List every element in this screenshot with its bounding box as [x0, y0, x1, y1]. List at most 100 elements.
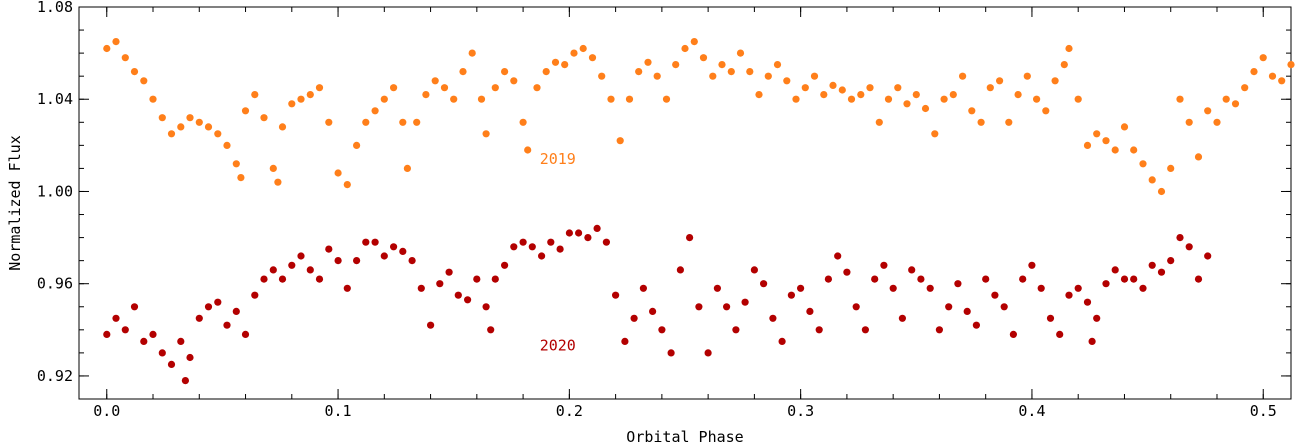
data-point [940, 95, 948, 103]
data-point [501, 68, 509, 76]
data-point [1250, 68, 1258, 76]
x-tick-label: 0.2 [556, 402, 583, 420]
data-point [167, 130, 176, 138]
data-point [547, 238, 555, 246]
y-tick-label: 1.00 [37, 182, 73, 200]
data-point [450, 95, 458, 103]
data-point [681, 44, 689, 53]
data-point [769, 314, 777, 322]
data-point [871, 275, 879, 283]
data-point [306, 266, 314, 274]
data-point [746, 68, 754, 76]
data-point [972, 321, 981, 329]
data-point [297, 252, 305, 260]
data-point [921, 104, 930, 113]
data-point [588, 54, 597, 62]
data-point [1139, 160, 1147, 168]
data-point [204, 123, 213, 131]
data-point [380, 95, 388, 103]
year-label-2020: 2020 [540, 337, 576, 355]
data-point [847, 95, 856, 103]
data-point [787, 291, 796, 299]
data-point [570, 49, 578, 57]
data-point [477, 95, 486, 103]
data-point [353, 257, 361, 265]
data-point [440, 84, 449, 92]
data-point [1065, 44, 1073, 53]
data-point [704, 349, 712, 357]
data-point [861, 326, 870, 334]
data-point [1167, 164, 1175, 172]
data-point [177, 337, 185, 345]
data-point [251, 291, 259, 299]
data-point [718, 61, 726, 69]
data-point [343, 284, 351, 292]
data-point [834, 252, 842, 260]
data-point [792, 95, 800, 103]
data-point [676, 266, 685, 274]
data-point [269, 164, 277, 172]
data-point [959, 72, 967, 80]
data-point [575, 229, 583, 237]
data-point [195, 314, 203, 322]
x-axis-ticks: 0.0 0.1 0.2 0.3 0.4 0.5 [93, 7, 1277, 420]
data-point [949, 91, 957, 99]
data-point [593, 224, 601, 232]
data-point [764, 72, 772, 80]
data-point [1000, 303, 1008, 311]
data-point [996, 77, 1004, 85]
data-point [1037, 284, 1045, 292]
data-point [297, 95, 305, 103]
data-point [473, 275, 481, 283]
data-point [843, 268, 851, 276]
data-point [362, 238, 370, 246]
data-point [260, 275, 268, 283]
data-point [852, 303, 860, 311]
data-point [935, 326, 944, 334]
data-point [1111, 266, 1119, 274]
data-point [491, 275, 499, 283]
data-point [251, 91, 259, 99]
data-point [214, 130, 222, 138]
data-point [380, 252, 388, 260]
x-axis-title: Orbital Phase [626, 428, 743, 446]
data-point [824, 275, 833, 283]
data-point [982, 275, 990, 283]
data-point [1023, 72, 1031, 80]
data-point [1139, 284, 1147, 292]
data-point [1120, 123, 1129, 131]
y-tick-label: 0.96 [37, 275, 73, 293]
data-point [1009, 330, 1018, 338]
data-point [390, 243, 398, 251]
data-point [1268, 72, 1277, 80]
data-point [1213, 118, 1221, 126]
data-point [121, 326, 129, 334]
data-point [621, 337, 629, 345]
data-point [214, 298, 222, 306]
data-point [908, 266, 916, 274]
data-point [1176, 95, 1184, 103]
data-point [797, 284, 805, 292]
data-point [630, 314, 638, 322]
data-point [561, 61, 569, 69]
data-point [986, 84, 994, 92]
data-point [727, 68, 735, 76]
data-point [371, 107, 379, 115]
data-point [635, 68, 643, 76]
data-point [538, 252, 546, 260]
data-point [542, 68, 550, 76]
data-point [926, 284, 934, 292]
data-point [653, 72, 661, 80]
y-tick-label: 1.08 [37, 0, 73, 16]
data-point [288, 261, 296, 269]
data-point [602, 238, 611, 246]
data-point [343, 181, 351, 189]
data-point [556, 245, 564, 253]
data-point [838, 86, 846, 94]
data-point [699, 54, 708, 62]
data-point [278, 123, 287, 131]
x-tick-label: 0.1 [325, 402, 352, 420]
data-point [709, 72, 717, 80]
data-point [829, 81, 837, 89]
